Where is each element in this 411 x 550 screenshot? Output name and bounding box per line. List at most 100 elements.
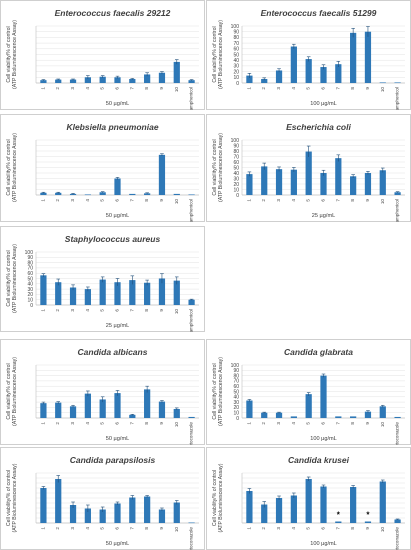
y-tick-label: 20: [27, 292, 33, 298]
x-tick-label: 1: [246, 199, 251, 202]
bar: [320, 67, 327, 83]
bar: [246, 491, 253, 523]
x-tick-label: 7: [335, 199, 340, 202]
x-axis-label: 50 µg/mL: [106, 436, 129, 442]
x-tick-label: 2: [261, 87, 266, 90]
x-tick-label: Chloramphenicol: [395, 87, 400, 110]
x-tick-label: 4: [291, 87, 296, 90]
bar: [144, 193, 151, 195]
x-tick-label: 1: [40, 199, 45, 202]
bar: [379, 481, 386, 523]
x-tick-label: 1: [246, 422, 251, 425]
x-tick-label: 6: [321, 199, 326, 202]
bar: [364, 31, 372, 83]
x-tick-label: 10: [380, 422, 385, 428]
y-tick-label: 80: [233, 373, 239, 379]
x-axis-label: 25 µg/mL: [312, 213, 335, 219]
y-tick-label: 0: [236, 81, 239, 87]
y-tick-label: 50: [233, 389, 239, 395]
y-tick-label: 100: [231, 363, 240, 369]
y-tick-label: 10: [233, 411, 239, 417]
y-axis-label: Cell viability/% of control: [212, 26, 218, 82]
chart-panel: Candida parapsilosis Cell viability/% of …: [0, 447, 205, 550]
x-tick-label: 6: [115, 422, 120, 425]
bar: [394, 519, 401, 523]
x-tick-label: 9: [365, 422, 370, 425]
bar: [335, 521, 342, 523]
y-tick-label: 100: [231, 138, 240, 144]
bar: [114, 393, 121, 418]
bar: [379, 406, 386, 418]
x-tick-label: 6: [115, 199, 120, 202]
x-tick-label: 8: [350, 199, 355, 202]
x-tick-label: 6: [115, 527, 120, 530]
y-axis-label: (ATP Bioluminescence Assay): [12, 463, 18, 532]
x-axis-label: 100 µg/mL: [310, 541, 337, 547]
x-tick-label: Chloramphenicol: [189, 199, 194, 222]
bar: [69, 505, 77, 523]
y-tick-label: 70: [233, 379, 239, 385]
x-tick-label: Ketoconazole: [189, 527, 194, 550]
y-axis-label: (ATP Bioluminescence Assay): [218, 20, 224, 89]
bar: [84, 393, 91, 418]
bar: [261, 166, 268, 195]
bar: [290, 495, 297, 523]
bar: [173, 502, 180, 523]
chart-title: Candida albicans: [78, 347, 148, 357]
x-tick-label: 6: [321, 87, 326, 90]
y-tick-label: 10: [27, 298, 33, 304]
bar: [290, 416, 297, 418]
bar: [84, 194, 91, 196]
bar: [275, 498, 283, 523]
x-tick-label: Ketoconazole: [189, 422, 194, 445]
bar: [40, 80, 47, 83]
bar: [188, 416, 195, 418]
y-tick-label: 10: [233, 187, 239, 193]
x-tick-label: 8: [144, 527, 149, 530]
bar: [261, 412, 268, 418]
bar: [305, 479, 312, 523]
y-tick-label: 60: [233, 160, 239, 166]
bar: [55, 479, 62, 523]
x-tick-label: 8: [350, 87, 355, 90]
bar: [394, 82, 401, 84]
y-axis-label: Cell viability/% of control: [212, 139, 218, 195]
chart-title: Escherichia coli: [286, 122, 351, 132]
bar: [173, 193, 180, 195]
bar: [320, 173, 327, 195]
x-tick-label: 8: [144, 309, 149, 312]
bar: [335, 416, 342, 418]
x-tick-label: 10: [174, 309, 179, 315]
y-axis-label: Cell viability/% of control: [6, 139, 12, 195]
y-tick-label: 40: [233, 171, 239, 177]
x-tick-label: 4: [85, 309, 90, 312]
x-tick-label: 9: [365, 199, 370, 202]
bar: [158, 72, 166, 83]
chart-title: Candida glabrata: [284, 347, 353, 357]
x-tick-label: 10: [174, 527, 179, 533]
bar: [350, 176, 357, 195]
x-tick-label: 8: [144, 199, 149, 202]
x-tick-label: 10: [174, 87, 179, 93]
x-tick-label: 5: [100, 309, 105, 312]
bar: [364, 521, 372, 523]
y-tick-label: 90: [233, 30, 239, 36]
x-tick-label: 1: [40, 309, 45, 312]
bar: [114, 282, 121, 305]
bar: [158, 278, 166, 305]
x-tick-label: 1: [246, 87, 251, 90]
bar: [188, 522, 195, 524]
chart-panel: Candida glabrata Cell viability/% of cont…: [206, 339, 411, 445]
x-tick-label: Chloramphenicol: [189, 87, 194, 110]
bar: [394, 416, 401, 418]
bar: [114, 178, 121, 195]
bar: [129, 193, 136, 195]
chart-title: Staphylococcus aureus: [65, 234, 161, 244]
y-tick-label: 90: [233, 368, 239, 374]
x-tick-label: 7: [129, 527, 134, 530]
y-axis-label: Cell viability/% of control: [212, 470, 218, 526]
bar: [188, 80, 195, 83]
x-tick-label: 7: [129, 199, 134, 202]
bar: [69, 406, 77, 418]
y-tick-label: 20: [233, 405, 239, 411]
